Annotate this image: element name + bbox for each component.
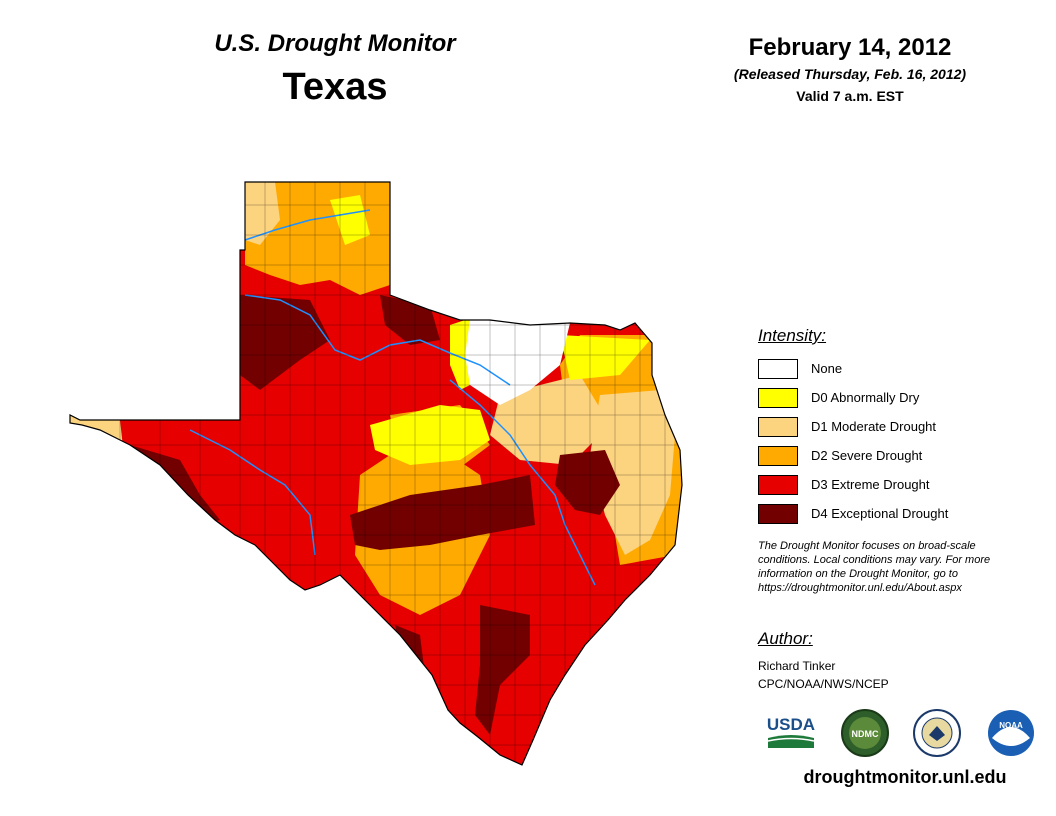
d4-region-nw bbox=[240, 295, 330, 390]
legend-item-none: None bbox=[758, 354, 948, 383]
legend-item-d2: D2 Severe Drought bbox=[758, 441, 948, 470]
legend-item-d4: D4 Exceptional Drought bbox=[758, 499, 948, 528]
d1-region-far-west bbox=[70, 415, 125, 465]
author-org: CPC/NOAA/NWS/NCEP bbox=[758, 677, 889, 691]
d0-region bbox=[370, 405, 490, 465]
county-grid bbox=[70, 182, 682, 765]
author-title: Author: bbox=[758, 629, 813, 648]
legend-item-d1: D1 Moderate Drought bbox=[758, 412, 948, 441]
legend-item-d3: D3 Extreme Drought bbox=[758, 470, 948, 499]
d4-region-central bbox=[350, 475, 535, 550]
legend-label: D4 Exceptional Drought bbox=[811, 506, 949, 521]
author-name: Richard Tinker bbox=[758, 659, 836, 673]
ndmc-logo-icon: NDMC bbox=[841, 709, 889, 757]
legend-swatch bbox=[758, 445, 798, 466]
region-title: Texas bbox=[282, 66, 388, 108]
legend-swatch bbox=[758, 474, 798, 495]
note-line: The Drought Monitor focuses on broad-sca… bbox=[758, 540, 976, 552]
note-line: information on the Drought Monitor, go t… bbox=[758, 568, 958, 580]
legend-swatch bbox=[758, 416, 798, 437]
note-link[interactable]: https://droughtmonitor.unl.edu/About.asp… bbox=[758, 582, 962, 594]
valid-time: Valid 7 a.m. EST bbox=[796, 88, 904, 104]
legend-label: D3 Extreme Drought bbox=[811, 477, 930, 492]
partner-logos: USDA NDMC NOAA bbox=[764, 708, 1044, 758]
website-url[interactable]: droughtmonitor.unl.edu bbox=[803, 767, 1007, 787]
legend-item-d0: D0 Abnormally Dry bbox=[758, 383, 948, 412]
usda-logo-icon: USDA bbox=[767, 715, 815, 748]
commerce-seal-icon bbox=[913, 709, 961, 757]
d1-region-north bbox=[490, 375, 610, 465]
map-date: February 14, 2012 bbox=[748, 34, 952, 61]
legend: None D0 Abnormally Dry D1 Moderate Droug… bbox=[758, 354, 948, 528]
legend-label: None bbox=[811, 361, 843, 376]
ndmc-logo-text: NDMC bbox=[852, 729, 879, 739]
d4-region-south bbox=[475, 605, 530, 735]
none-region bbox=[465, 320, 570, 405]
note-line: conditions. Local conditions may vary. F… bbox=[758, 554, 991, 566]
brazos-river bbox=[449, 379, 596, 586]
legend-swatch bbox=[758, 503, 798, 524]
map-title: U.S. Drought Monitor bbox=[214, 30, 456, 57]
usda-logo-text: USDA bbox=[767, 715, 815, 734]
disclaimer-note: The Drought Monitor focuses on broad-sca… bbox=[758, 539, 1048, 595]
pecos-river bbox=[189, 429, 316, 556]
noaa-logo-text: NOAA bbox=[999, 721, 1023, 730]
author-block: Richard Tinker CPC/NOAA/NWS/NCEP bbox=[758, 657, 889, 693]
legend-label: D2 Severe Drought bbox=[811, 448, 923, 463]
texas-drought-map bbox=[69, 181, 683, 766]
legend-title: Intensity: bbox=[758, 326, 827, 345]
d0-region-ne bbox=[560, 335, 650, 380]
noaa-logo-icon: NOAA bbox=[988, 710, 1034, 756]
legend-label: D0 Abnormally Dry bbox=[811, 390, 920, 405]
d1-region-east bbox=[590, 390, 675, 555]
legend-swatch bbox=[758, 387, 798, 408]
release-date: (Released Thursday, Feb. 16, 2012) bbox=[733, 66, 967, 82]
legend-label: D1 Moderate Drought bbox=[811, 419, 937, 434]
d1-region-panhandle bbox=[245, 182, 280, 245]
legend-swatch bbox=[758, 358, 798, 379]
d4-region-east bbox=[555, 450, 620, 515]
